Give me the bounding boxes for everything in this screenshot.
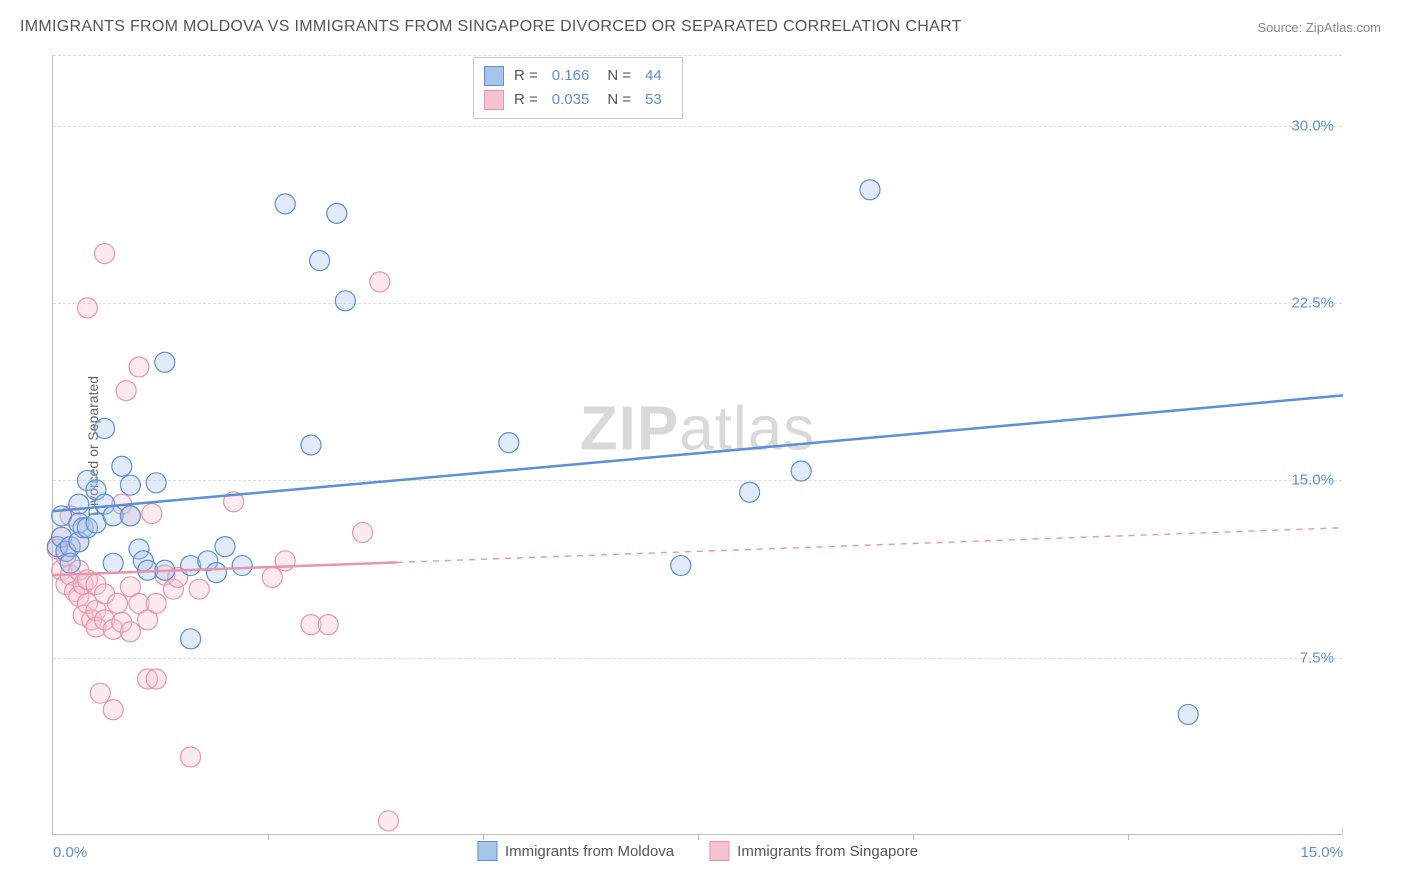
- r-value-singapore: 0.035: [552, 88, 590, 112]
- data-point: [77, 298, 97, 318]
- source-attribution: Source: ZipAtlas.com: [1257, 20, 1381, 35]
- x-tick-label: 15.0%: [1300, 844, 1343, 861]
- data-point: [120, 475, 140, 495]
- chart-title: IMMIGRANTS FROM MOLDOVA VS IMMIGRANTS FR…: [20, 18, 962, 36]
- swatch-singapore: [709, 841, 729, 861]
- legend-item-singapore: Immigrants from Singapore: [709, 841, 918, 861]
- data-point: [146, 593, 166, 613]
- data-point: [60, 553, 80, 573]
- data-point: [146, 669, 166, 689]
- data-point: [860, 180, 880, 200]
- trend-line: [53, 395, 1343, 511]
- data-point: [740, 482, 760, 502]
- n-value-singapore: 53: [645, 88, 662, 112]
- plot-area: ZIPatlas 7.5%15.0%22.5%30.0% R = 0.166 N…: [52, 55, 1342, 835]
- data-point: [112, 456, 132, 476]
- data-point: [378, 811, 398, 831]
- data-point: [301, 435, 321, 455]
- swatch-moldova: [477, 841, 497, 861]
- data-point: [69, 494, 89, 514]
- data-point: [370, 272, 390, 292]
- r-value-moldova: 0.166: [552, 64, 590, 88]
- data-point: [103, 700, 123, 720]
- data-point: [232, 556, 252, 576]
- data-point: [120, 506, 140, 526]
- legend-item-moldova: Immigrants from Moldova: [477, 841, 674, 861]
- data-point: [95, 418, 115, 438]
- data-point: [499, 433, 519, 453]
- data-point: [327, 203, 347, 223]
- correlation-legend: R = 0.166 N = 44 R = 0.035 N = 53: [473, 57, 683, 119]
- series-label-moldova: Immigrants from Moldova: [505, 843, 674, 860]
- x-tick-label: 0.0%: [53, 844, 87, 861]
- swatch-moldova: [484, 66, 504, 86]
- data-point: [215, 537, 235, 557]
- data-point: [181, 747, 201, 767]
- data-point: [90, 683, 110, 703]
- legend-row-moldova: R = 0.166 N = 44: [484, 64, 670, 88]
- legend-row-singapore: R = 0.035 N = 53: [484, 88, 670, 112]
- data-point: [103, 553, 123, 573]
- data-point: [189, 579, 209, 599]
- series-label-singapore: Immigrants from Singapore: [737, 843, 918, 860]
- data-point: [275, 194, 295, 214]
- scatter-svg: [53, 55, 1342, 834]
- n-label: N =: [607, 64, 631, 88]
- data-point: [262, 567, 282, 587]
- r-label: R =: [514, 88, 538, 112]
- n-value-moldova: 44: [645, 64, 662, 88]
- data-point: [181, 629, 201, 649]
- data-point: [155, 352, 175, 372]
- data-point: [791, 461, 811, 481]
- data-point: [206, 563, 226, 583]
- data-point: [146, 473, 166, 493]
- data-point: [108, 593, 128, 613]
- data-point: [1178, 704, 1198, 724]
- data-point: [142, 504, 162, 524]
- data-point: [129, 357, 149, 377]
- data-point: [95, 244, 115, 264]
- data-point: [671, 556, 691, 576]
- series-legend: Immigrants from Moldova Immigrants from …: [477, 841, 918, 861]
- swatch-singapore: [484, 90, 504, 110]
- n-label: N =: [607, 88, 631, 112]
- data-point: [318, 615, 338, 635]
- data-point: [120, 622, 140, 642]
- data-point: [116, 381, 136, 401]
- data-point: [353, 522, 373, 542]
- data-point: [335, 291, 355, 311]
- trend-line-dashed: [397, 528, 1343, 563]
- r-label: R =: [514, 64, 538, 88]
- data-point: [310, 251, 330, 271]
